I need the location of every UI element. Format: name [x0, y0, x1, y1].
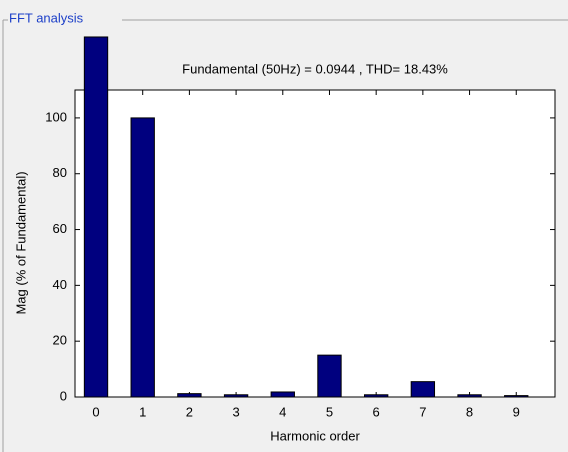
panel-title: FFT analysis: [9, 10, 84, 25]
y-tick-label: 20: [53, 333, 67, 348]
bar: [130, 117, 155, 398]
bar: [363, 394, 389, 398]
y-tick-label: 0: [60, 388, 67, 403]
y-tick-label: 100: [45, 109, 67, 124]
bar: [317, 354, 342, 398]
x-tick-label: 0: [92, 404, 99, 419]
bar: [83, 36, 109, 398]
y-tick-label: 40: [53, 277, 67, 292]
x-tick-label: 4: [279, 404, 286, 419]
x-tick-label: 8: [466, 404, 473, 419]
axes-box: [74, 89, 556, 398]
x-tick-label: 2: [186, 404, 193, 419]
x-tick-label: 3: [232, 404, 239, 419]
bar: [223, 394, 249, 398]
bar: [457, 394, 482, 398]
x-tick-label: 5: [326, 404, 333, 419]
x-tick-label: 1: [139, 404, 146, 419]
bar: [504, 395, 529, 398]
y-tick-label: 80: [53, 165, 67, 180]
chart-title: Fundamental (50Hz) = 0.0944 , THD= 18.43…: [182, 61, 448, 76]
x-tick-label: 7: [419, 404, 426, 419]
x-axis-label: Harmonic order: [270, 428, 360, 443]
bar: [177, 393, 202, 398]
x-tick-label: 6: [373, 404, 380, 419]
y-tick-label: 60: [53, 221, 67, 236]
x-tick-label: 9: [513, 404, 520, 419]
bar: [410, 381, 436, 398]
bar: [270, 391, 295, 398]
y-axis-label: Mag (% of Fundamental): [13, 171, 28, 314]
